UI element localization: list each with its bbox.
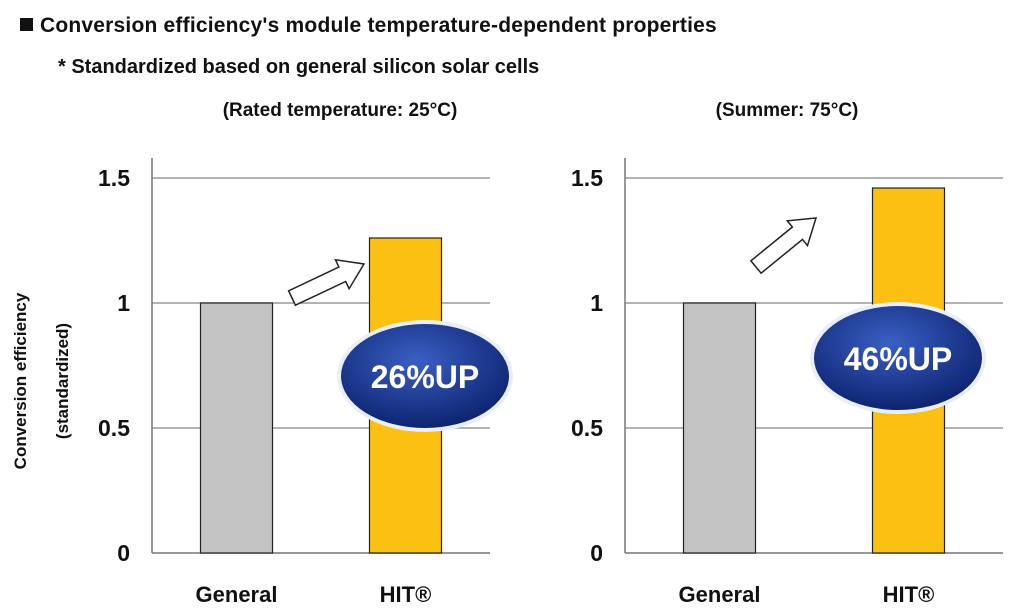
page-title: Conversion efficiency's module temperatu…: [20, 14, 717, 38]
y-tick-label: 0: [590, 540, 603, 566]
increase-badge-label: 46%UP: [844, 341, 953, 377]
y-tick-label: 0: [117, 540, 130, 566]
chart-subtitle: (Summer: 75°C): [716, 100, 859, 121]
chart-subtitle: (Rated temperature: 25°C): [223, 100, 458, 121]
y-tick-label: 1.5: [98, 165, 130, 191]
y-tick-label: 0.5: [571, 415, 603, 441]
x-tick-label: HIT®: [883, 582, 935, 607]
square-bullet-icon: [20, 18, 33, 31]
y-tick-label: 1: [117, 290, 130, 316]
increase-badge-label: 26%UP: [371, 359, 480, 395]
increase-arrow-icon: [287, 258, 366, 307]
x-tick-label: HIT®: [380, 582, 432, 607]
y-tick-label: 1.5: [571, 165, 603, 191]
page-title-text: Conversion efficiency's module temperatu…: [40, 14, 717, 37]
y-tick-label: 0.5: [98, 415, 130, 441]
x-tick-label: General: [679, 582, 761, 607]
x-tick-label: General: [196, 582, 278, 607]
bar-general: [682, 302, 757, 554]
increase-badge: [341, 324, 509, 428]
increase-arrow-icon: [749, 217, 818, 275]
increase-badge: [814, 306, 982, 410]
y-tick-label: 1: [590, 290, 603, 316]
bar-general: [199, 302, 274, 554]
standardization-note: * Standardized based on general silicon …: [58, 56, 540, 78]
